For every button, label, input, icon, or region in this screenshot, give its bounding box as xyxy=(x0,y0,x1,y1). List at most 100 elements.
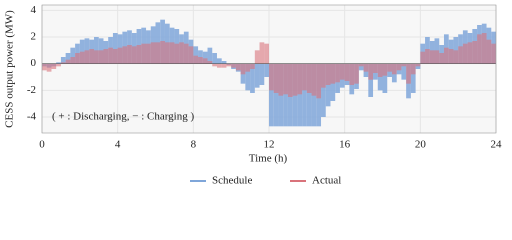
x-tick-label: 8 xyxy=(191,139,197,151)
bar xyxy=(354,63,359,84)
bar xyxy=(216,58,222,64)
y-tick-label: 0 xyxy=(31,57,37,69)
x-tick-label: 0 xyxy=(39,139,45,151)
bar xyxy=(302,63,307,91)
bar xyxy=(240,63,246,75)
bar xyxy=(65,59,71,64)
bar xyxy=(410,63,416,93)
bar xyxy=(226,63,232,67)
bar xyxy=(425,49,430,64)
bar xyxy=(462,43,468,64)
y-tick-label: 2 xyxy=(31,31,37,43)
bar xyxy=(321,63,326,117)
bar xyxy=(396,63,402,71)
bar xyxy=(122,46,128,64)
bar xyxy=(368,63,374,80)
bar xyxy=(84,50,90,64)
bar xyxy=(46,63,52,72)
bar xyxy=(117,47,123,64)
bar xyxy=(56,62,61,64)
bar xyxy=(382,63,388,76)
bar xyxy=(174,43,180,64)
bar xyxy=(51,63,57,69)
bar xyxy=(42,63,47,71)
bar xyxy=(127,45,132,64)
bar xyxy=(254,63,260,88)
bar xyxy=(330,63,336,84)
bar xyxy=(273,63,279,127)
bar xyxy=(188,46,194,64)
bar xyxy=(259,42,265,64)
bar xyxy=(358,63,364,71)
legend-label: Schedule xyxy=(212,175,252,187)
bar xyxy=(292,63,298,96)
y-axis-label: CESS output power (MW) xyxy=(4,10,16,128)
bar xyxy=(245,63,251,72)
bar xyxy=(202,51,208,64)
bar xyxy=(89,49,95,64)
bar xyxy=(60,57,66,64)
bar xyxy=(264,63,269,77)
bar xyxy=(70,47,76,64)
bar xyxy=(269,63,274,91)
bar xyxy=(193,55,199,64)
bar xyxy=(254,50,260,64)
x-tick-label: 12 xyxy=(264,139,275,151)
x-tick-label: 16 xyxy=(339,139,351,151)
bar xyxy=(70,57,76,64)
bar xyxy=(401,63,407,80)
bar xyxy=(401,63,407,67)
bar xyxy=(98,50,104,64)
bar xyxy=(207,47,213,64)
bar xyxy=(259,63,265,85)
bar xyxy=(269,63,274,127)
bar xyxy=(373,63,378,73)
bar xyxy=(235,63,241,71)
bar xyxy=(141,43,147,64)
y-tick-label: -2 xyxy=(27,84,36,96)
bar xyxy=(65,53,71,64)
x-tick-label: 20 xyxy=(415,139,427,151)
bar xyxy=(112,33,118,64)
bar xyxy=(212,53,217,64)
bar xyxy=(306,63,312,93)
bar xyxy=(212,63,217,67)
bar xyxy=(221,61,227,64)
bar xyxy=(75,53,80,64)
bar xyxy=(358,63,364,67)
bar xyxy=(207,61,213,64)
bar xyxy=(377,63,383,77)
bar xyxy=(391,63,397,75)
bar xyxy=(198,57,203,64)
bar xyxy=(231,63,236,68)
bar xyxy=(245,63,251,91)
bar xyxy=(415,63,421,67)
bar xyxy=(169,42,175,64)
bar xyxy=(434,50,440,64)
bar xyxy=(297,63,303,95)
bar xyxy=(150,42,156,64)
bar xyxy=(79,51,85,64)
bar xyxy=(472,41,478,64)
bar xyxy=(273,63,279,93)
bar xyxy=(202,58,208,64)
bar xyxy=(467,42,473,64)
bar xyxy=(486,39,492,64)
bar xyxy=(287,63,293,97)
bar xyxy=(283,63,288,95)
bar xyxy=(344,63,350,81)
bar xyxy=(321,63,326,88)
bar xyxy=(179,42,184,64)
bar xyxy=(56,63,61,67)
bar xyxy=(443,47,449,64)
x-axis-label: Time (h) xyxy=(249,153,288,165)
y-tick-label: 4 xyxy=(31,4,37,16)
bar xyxy=(302,63,307,127)
bar xyxy=(136,45,142,64)
bar xyxy=(420,51,426,64)
bar xyxy=(250,63,255,93)
x-tick-label: 24 xyxy=(491,139,503,151)
bar xyxy=(131,46,137,64)
bar xyxy=(164,42,170,64)
y-tick-label: -4 xyxy=(27,111,37,123)
